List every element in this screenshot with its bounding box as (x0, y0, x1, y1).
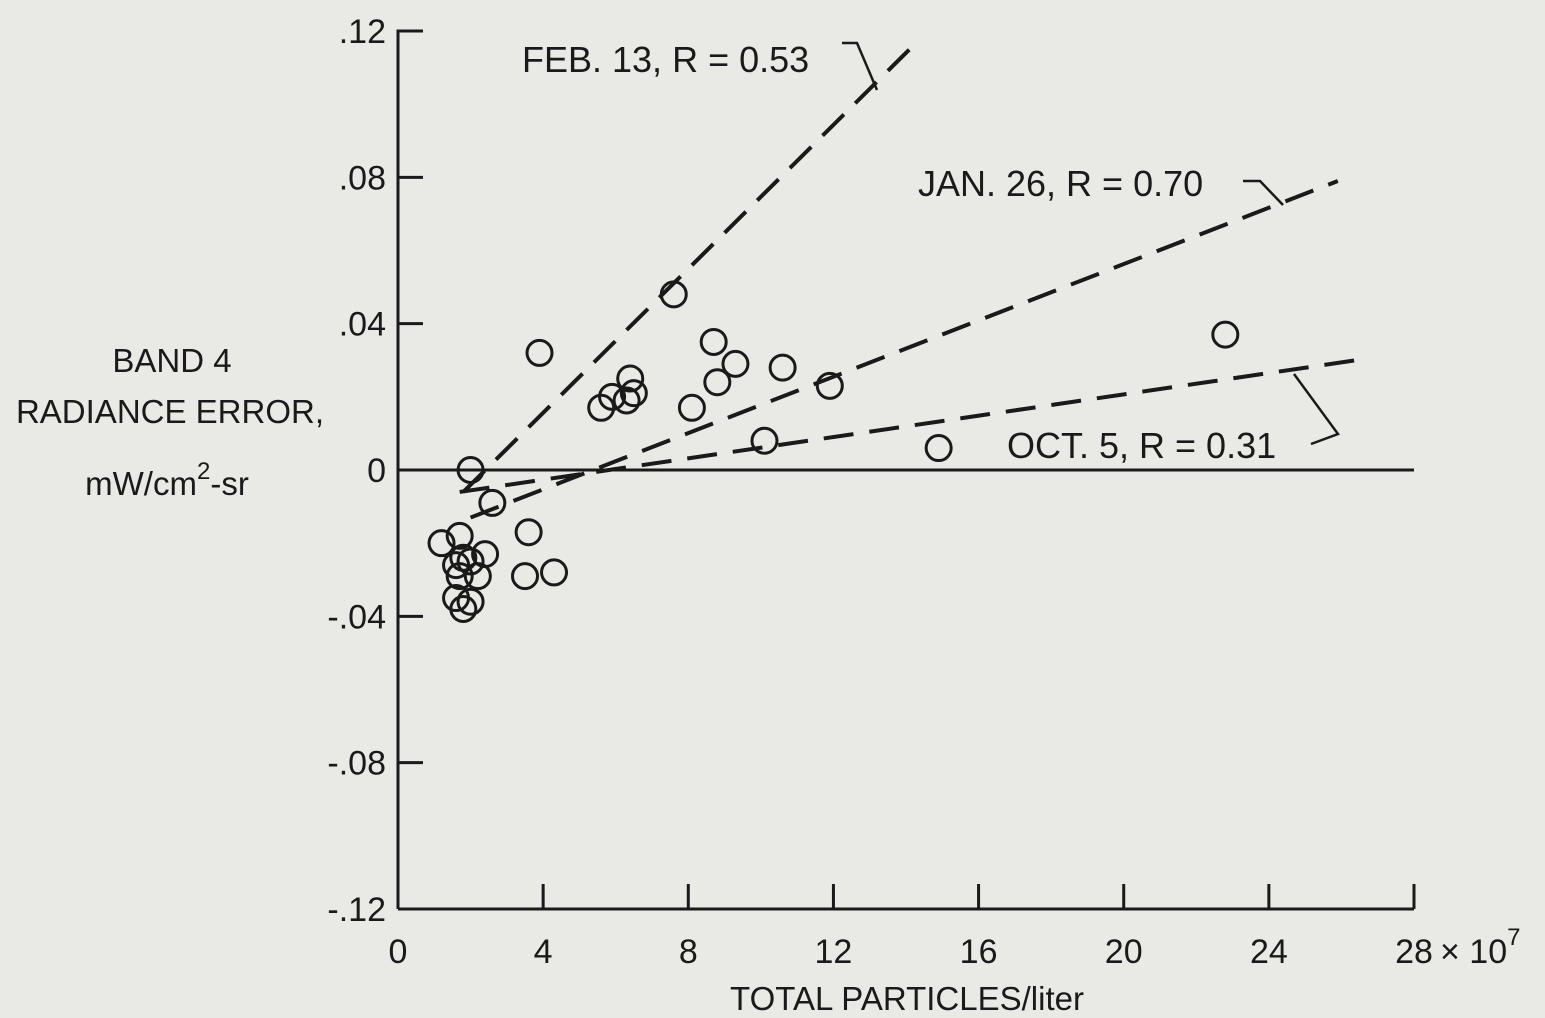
data-point (699, 327, 728, 356)
x-tick-label: 0 (389, 933, 408, 971)
data-point (619, 379, 648, 408)
data-point (456, 456, 485, 484)
y-axis-unit-exp: 2 (197, 458, 210, 485)
fit-line-jan26 (469, 179, 1339, 520)
y-tick-label: .08 (339, 159, 386, 197)
y-axis-unit-tail: -sr (210, 465, 248, 502)
leader-jan26 (1243, 179, 1284, 206)
data-point (750, 426, 779, 455)
fit-line-oct5 (459, 358, 1357, 494)
data-point (478, 488, 507, 517)
x-tick-label: 4 (534, 933, 553, 971)
data-point (427, 529, 456, 558)
x-multiplier-base: × 10 (1440, 933, 1507, 971)
y-axis-title-line-2: RADIANCE ERROR, (16, 393, 324, 430)
data-point (815, 371, 844, 400)
x-tick-label: 12 (815, 933, 853, 971)
y-tick-label: -.08 (327, 745, 386, 783)
x-tick-label: 16 (960, 933, 998, 971)
x-axis-title: TOTAL PARTICLES/liter (730, 980, 1084, 1017)
data-point (442, 551, 471, 580)
data-point (445, 521, 474, 550)
y-ticks: .12 .08 .04 0 -.04 -.08 -.12 (327, 13, 423, 929)
data-point (768, 353, 797, 382)
fit-label-oct5: OCT. 5, R = 0.31 (1007, 425, 1276, 466)
leader-oct5 (1292, 373, 1340, 446)
data-point (456, 587, 485, 616)
data-point (598, 382, 627, 411)
data-point (449, 595, 478, 624)
data-point (721, 349, 750, 378)
data-point (703, 368, 732, 397)
fit-label-feb13: FEB. 13, R = 0.53 (522, 39, 809, 80)
data-point (924, 434, 953, 463)
x-multiplier-exp: 7 (1507, 924, 1520, 951)
y-axis-title-line-3: mW/cm2-sr (85, 458, 249, 502)
data-point (677, 393, 706, 422)
fit-lines (459, 47, 1357, 520)
y-axis-unit-base: mW/cm (85, 465, 197, 502)
y-tick-label: -.12 (327, 891, 386, 929)
data-point (525, 338, 554, 367)
leader-feb13 (842, 41, 879, 91)
fit-line-feb13 (461, 47, 912, 494)
data-point (471, 540, 500, 569)
x-tick-label: 24 (1250, 933, 1288, 971)
y-tick-label: -.04 (327, 598, 386, 636)
data-point (659, 280, 688, 309)
data-point (1211, 320, 1240, 349)
y-axis-title-line-1: BAND 4 (112, 342, 231, 379)
x-tick-label: 8 (679, 933, 698, 971)
data-point (540, 558, 569, 587)
data-points (427, 280, 1240, 624)
x-ticks: 0 4 8 12 16 20 24 28 (389, 884, 1433, 971)
y-tick-label: .12 (339, 13, 386, 51)
fit-label-jan26: JAN. 26, R = 0.70 (918, 163, 1203, 204)
data-point (456, 547, 485, 576)
y-tick-label: .04 (339, 306, 386, 344)
x-axis-multiplier: × 107 (1440, 924, 1520, 971)
x-tick-label: 28 (1395, 933, 1433, 971)
data-point (616, 364, 645, 393)
label-leaders (842, 41, 1340, 446)
x-tick-label: 20 (1105, 933, 1143, 971)
data-point (514, 518, 543, 547)
data-point (511, 562, 539, 591)
data-point (612, 386, 641, 415)
y-tick-label: 0 (367, 452, 386, 490)
